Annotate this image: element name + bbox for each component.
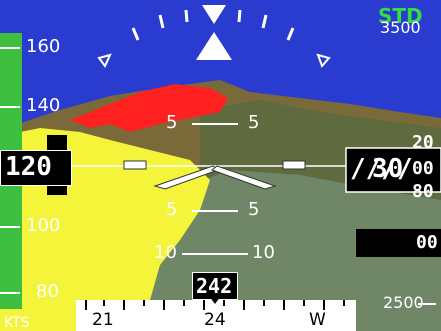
airspeed-tape-label: 140 (26, 95, 61, 116)
heading-tape-label: 21 (92, 310, 114, 330)
heading-pointer (209, 296, 221, 304)
heading-tape-label: W (309, 310, 326, 330)
airspeed-readout: 120 (5, 152, 52, 182)
aircraft-reference-right (282, 160, 306, 170)
airspeed-tape-label: 160 (26, 36, 61, 57)
airspeed-units: KTS (4, 315, 30, 331)
baro-setting: STD (378, 4, 423, 28)
heading-tape-label: 24 (204, 310, 226, 330)
terrain-warning-area (70, 84, 228, 132)
pitch-label: 5 (248, 112, 260, 133)
airspeed-readout-box (0, 150, 72, 186)
roll-tick-left-30 (131, 27, 140, 41)
altitude-tape-label: 2500 (383, 293, 424, 312)
altitude-tape-label: 3500 (380, 18, 421, 37)
altitude-readout: 30 (372, 154, 404, 184)
aircraft-reference-left (123, 160, 147, 170)
roll-tick-left-45 (97, 53, 112, 68)
roll-tick-left-10 (184, 9, 189, 23)
airspeed-tape-tick (0, 106, 20, 108)
roll-tick-right-20 (261, 14, 268, 29)
heading-tape (76, 300, 356, 331)
pitch-label: 5 (166, 199, 178, 220)
altitude-roll-digit: 80 (412, 181, 434, 202)
altitude-roll-digit: 20 (412, 132, 434, 153)
heading-readout: 242 (196, 274, 233, 298)
airspeed-tape-tick (0, 292, 20, 294)
pitch-label: 10 (252, 242, 275, 263)
airspeed-tape-label: 80 (36, 281, 59, 302)
vertical-speed-box (356, 229, 441, 257)
roll-pointer (196, 32, 232, 60)
airspeed-tape-tick (0, 47, 20, 49)
pitch-label: 10 (154, 242, 177, 263)
roll-tick-right-10 (237, 9, 242, 23)
roll-tick-right-45 (316, 53, 331, 68)
altitude-hundreds-indicator: //// (350, 154, 413, 184)
airspeed-tape-tick (0, 226, 20, 228)
altitude-readout-box (345, 147, 441, 193)
pitch-label: 5 (248, 199, 260, 220)
roll-zero-pointer (202, 5, 226, 24)
roll-tick-right-30 (286, 27, 295, 41)
pitch-label: 5 (166, 112, 178, 133)
altitude-roll-digit: 00 (412, 158, 434, 179)
aircraft-symbol-right-wing (210, 165, 277, 190)
airspeed-tape-label: 100 (26, 215, 61, 236)
vertical-speed-readout: 00 (416, 232, 438, 253)
roll-tick-left-20 (158, 14, 165, 29)
altitude-tape-tick (418, 303, 436, 305)
